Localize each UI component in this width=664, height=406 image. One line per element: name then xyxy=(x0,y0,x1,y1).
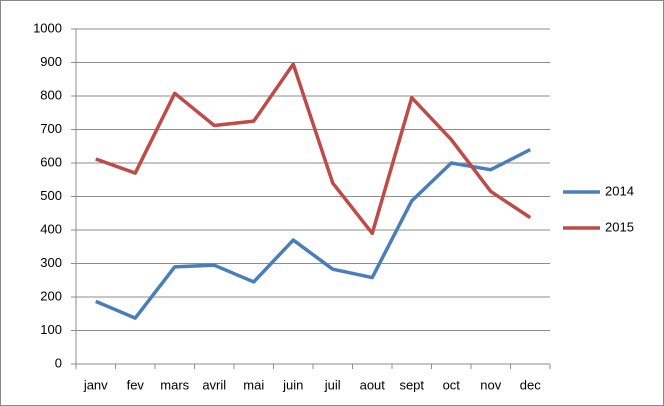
x-tick-label: aout xyxy=(360,377,386,392)
x-tick-label: avril xyxy=(202,377,226,392)
legend-label: 2015 xyxy=(605,219,634,234)
y-tick-label: 400 xyxy=(40,221,62,236)
y-tick-label: 800 xyxy=(40,87,62,102)
x-tick-label: mai xyxy=(243,377,264,392)
x-tick-label: janv xyxy=(83,377,108,392)
line-series xyxy=(95,62,532,236)
y-tick-label: 0 xyxy=(55,355,62,370)
y-tick-label: 900 xyxy=(40,54,62,69)
y-tick-label: 100 xyxy=(40,322,62,337)
x-tick-label: nov xyxy=(480,377,501,392)
y-tick-label: 1000 xyxy=(33,20,62,35)
legend-label: 2014 xyxy=(605,183,634,198)
y-tick-label: 200 xyxy=(40,288,62,303)
x-tick-label: juil xyxy=(324,377,341,392)
x-tick-label: dec xyxy=(520,377,541,392)
x-tick-label: juin xyxy=(282,377,303,392)
y-tick-label: 600 xyxy=(40,154,62,169)
line-series xyxy=(95,148,532,320)
x-tick-label: mars xyxy=(160,377,189,392)
y-tick-label: 500 xyxy=(40,188,62,203)
y-tick-label: 300 xyxy=(40,255,62,270)
y-tick-label: 700 xyxy=(40,121,62,136)
x-tick-label: fev xyxy=(127,377,145,392)
x-tick-label: oct xyxy=(443,377,461,392)
x-tick-label: sept xyxy=(399,377,424,392)
